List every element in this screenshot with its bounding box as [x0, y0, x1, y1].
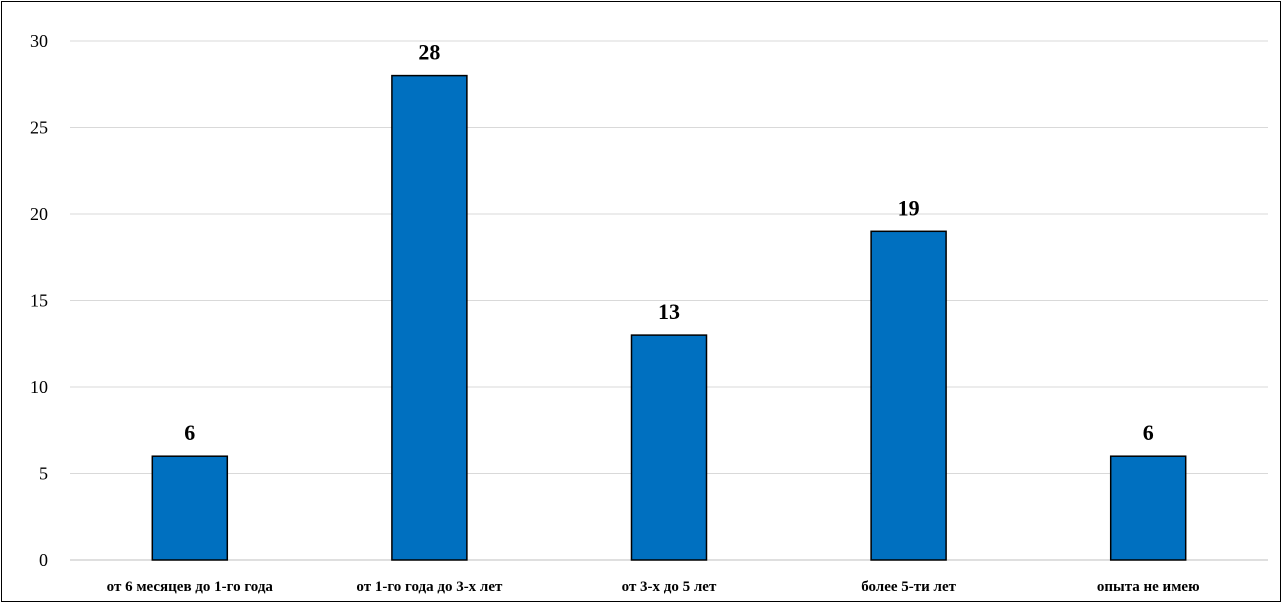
- bar: [1109, 455, 1187, 561]
- y-tick-label: 10: [30, 377, 48, 397]
- category-label: опыта не имею: [1097, 579, 1200, 595]
- y-tick-label: 5: [39, 464, 48, 484]
- data-label: 6: [1143, 420, 1154, 445]
- data-label: 13: [658, 299, 680, 324]
- category-label: более 5-ти лет: [861, 579, 956, 595]
- x-axis-categories: от 6 месяцев до 1-го года от 1-го года до…: [107, 579, 1200, 595]
- y-axis-ticks: 0 5 10 15 20 25 30: [30, 31, 48, 570]
- category-label: от 3-х до 5 лет: [622, 579, 717, 595]
- y-tick-label: 30: [30, 31, 48, 51]
- data-label: 19: [898, 195, 920, 220]
- bars: [151, 74, 1187, 561]
- data-label: 6: [184, 420, 195, 445]
- y-tick-label: 0: [39, 550, 48, 570]
- bar: [391, 74, 468, 561]
- bar: [870, 230, 947, 561]
- category-label: от 6 месяцев до 1-го года: [107, 579, 274, 595]
- data-label: 28: [418, 40, 440, 65]
- bar: [630, 334, 708, 561]
- bar: [151, 455, 229, 561]
- y-tick-label: 25: [30, 118, 48, 138]
- data-labels: 6 28 13 19 6: [184, 40, 1153, 446]
- category-label: от 1-го года до 3-х лет: [356, 579, 503, 595]
- y-tick-label: 15: [30, 291, 48, 311]
- y-tick-label: 20: [30, 204, 48, 224]
